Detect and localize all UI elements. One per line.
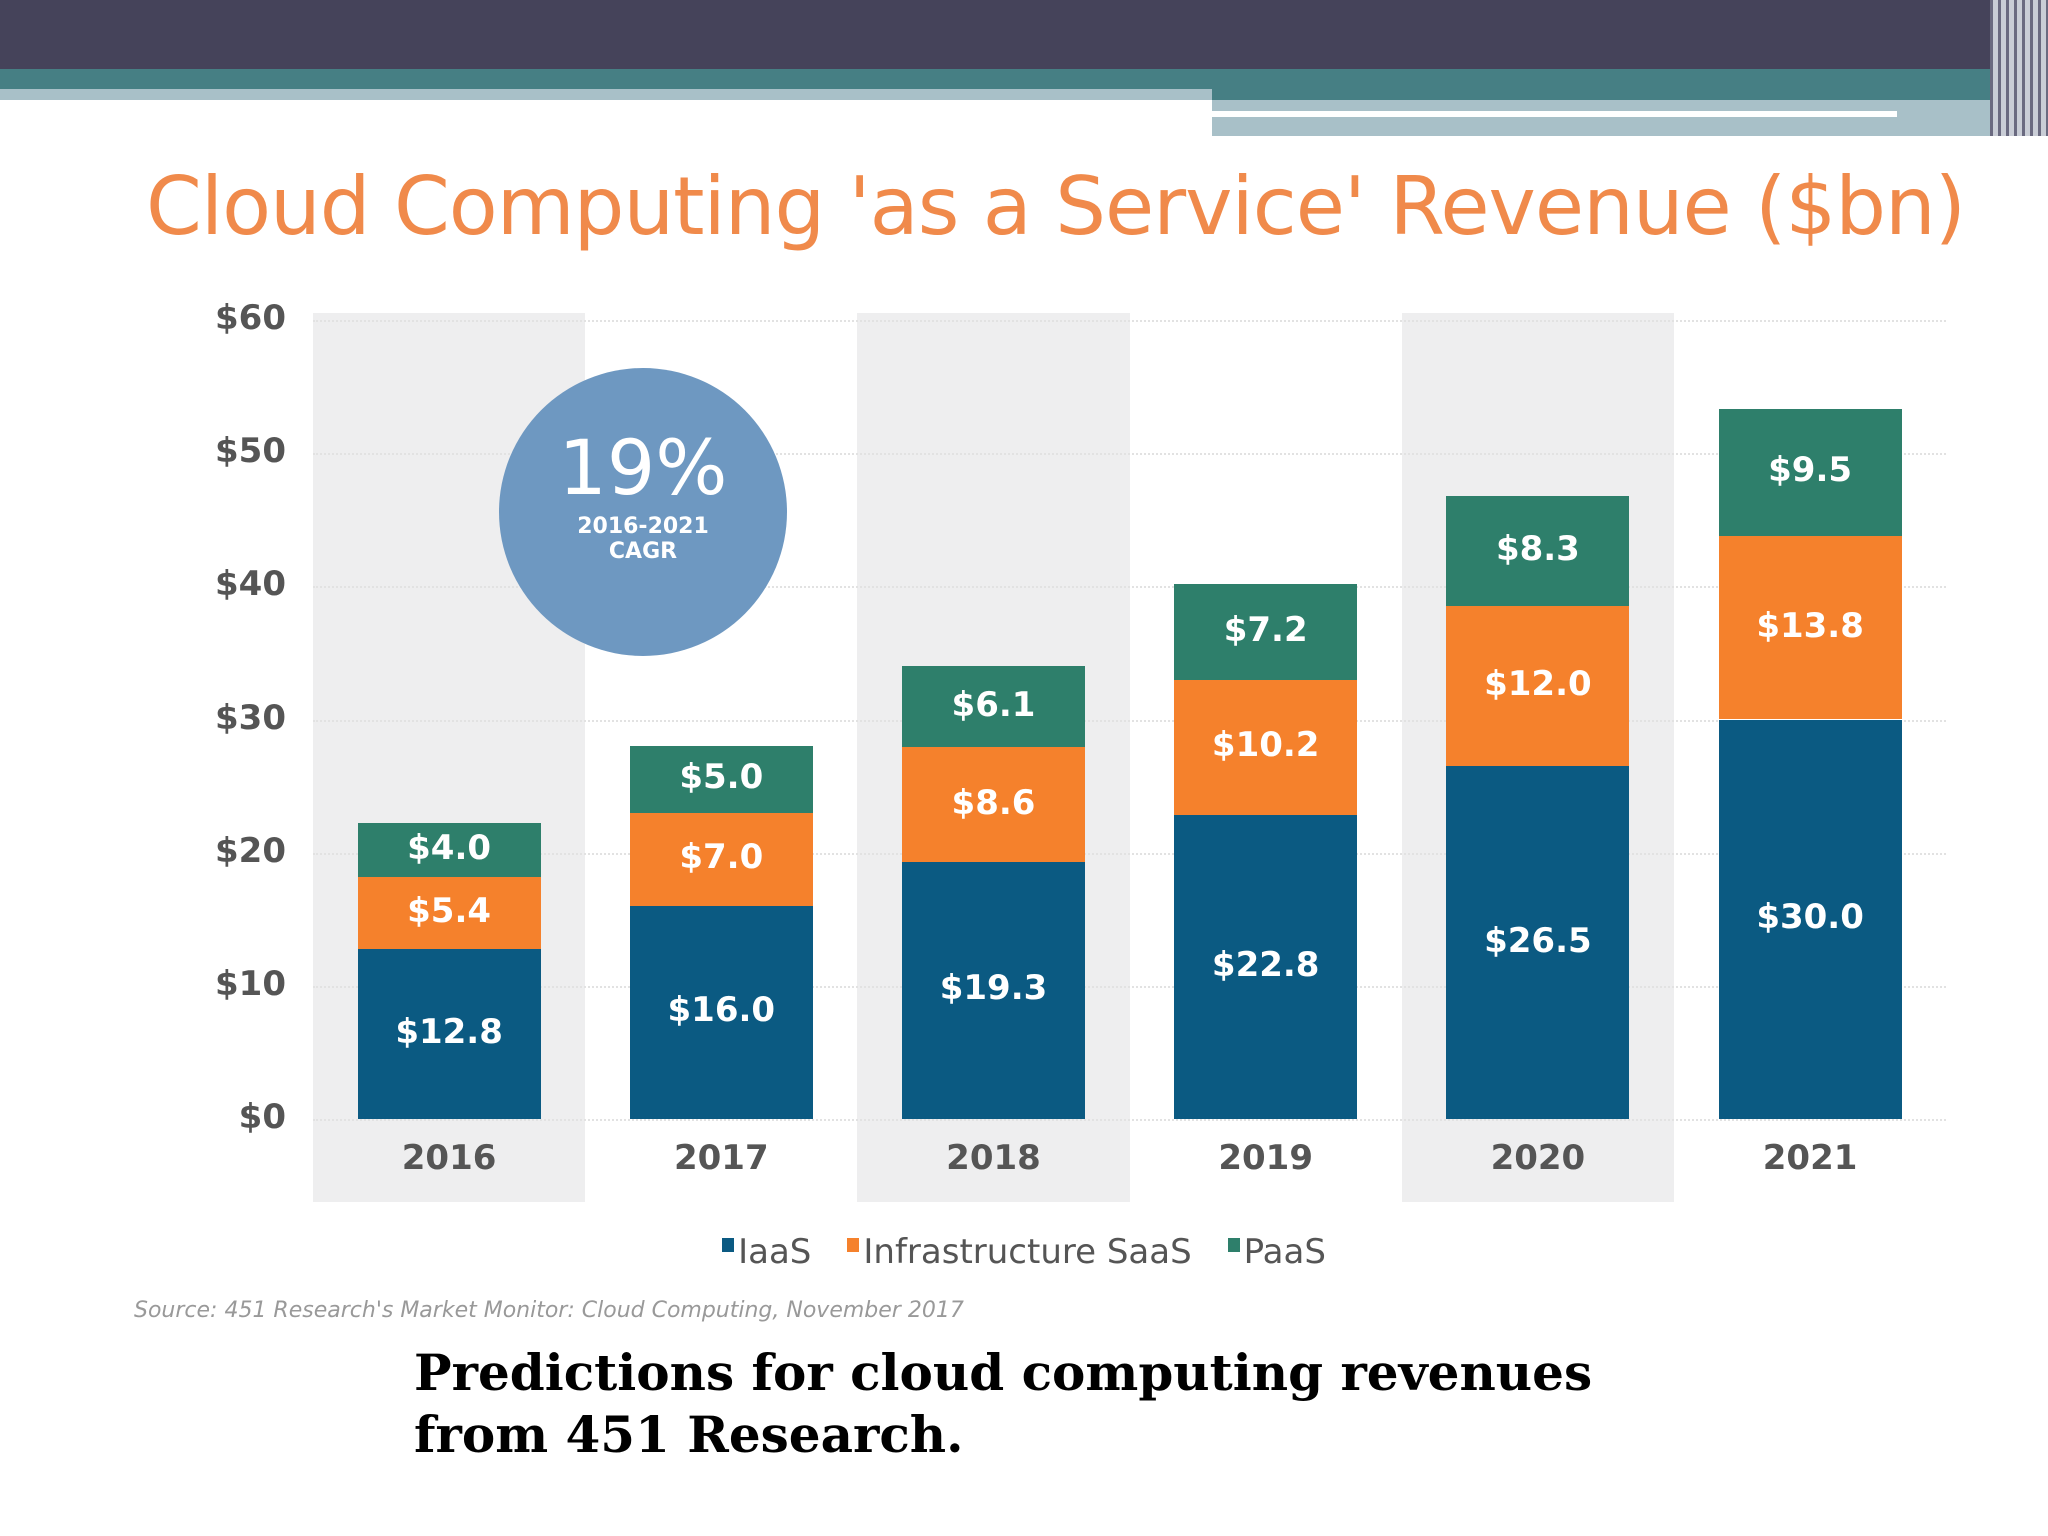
caption: Predictions for cloud computing revenues… xyxy=(414,1342,1592,1466)
gridline xyxy=(313,586,1946,589)
cagr-value: 19% xyxy=(558,423,728,512)
cagr-period: 2016-2021 xyxy=(577,514,709,539)
data-label: $13.8 xyxy=(1756,605,1864,646)
bar-segment-iaas xyxy=(902,861,1085,1119)
legend-label: IaaS xyxy=(738,1232,812,1272)
legend: IaaS Infrastructure SaaS PaaS xyxy=(0,1232,2048,1272)
bar-segment-infrastructure-saas xyxy=(902,747,1085,862)
data-label: $8.3 xyxy=(1495,529,1580,570)
bar-segment-iaas xyxy=(1446,766,1630,1119)
data-label: $5.4 xyxy=(407,890,492,931)
data-label: $8.6 xyxy=(951,782,1036,823)
y-tick-label: $60 xyxy=(215,298,286,338)
x-tick-label: 2020 xyxy=(1490,1138,1586,1178)
y-tick-label: $0 xyxy=(238,1097,286,1137)
bar-segment-paas xyxy=(1718,409,1902,536)
y-tick-label: $40 xyxy=(215,564,286,605)
bar-segment-iaas xyxy=(1174,815,1358,1119)
bar-segment-infrastructure-saas xyxy=(357,876,541,949)
data-label: $19.3 xyxy=(939,968,1048,1009)
gridline xyxy=(313,453,1946,456)
legend-swatch xyxy=(847,1238,860,1252)
legend-swatch xyxy=(1227,1238,1240,1252)
slide-header-right-edge xyxy=(1990,0,2048,136)
slide-header-white-line xyxy=(1212,111,1897,117)
x-tick-label: 2021 xyxy=(1762,1138,1858,1178)
gridline xyxy=(313,719,1946,722)
bar-segment-infrastructure-saas xyxy=(1718,535,1902,720)
gridline xyxy=(313,985,1946,988)
data-label: $30.0 xyxy=(1756,897,1864,938)
legend-label: PaaS xyxy=(1243,1232,1326,1272)
slide-header-light-stripe-right xyxy=(1212,100,2012,136)
y-tick-label: $30 xyxy=(215,697,286,738)
data-label: $12.8 xyxy=(395,1011,503,1052)
cagr-label: CAGR xyxy=(608,539,678,564)
gridline xyxy=(313,320,1946,322)
bar-segment-paas xyxy=(629,746,813,813)
gridline xyxy=(313,1119,1946,1121)
bar-segment-paas xyxy=(357,823,541,877)
y-tick-label: $20 xyxy=(215,830,286,871)
legend-label: Infrastructure SaaS xyxy=(863,1232,1192,1272)
gridline xyxy=(313,852,1946,855)
bar-segment-paas xyxy=(1174,583,1358,680)
data-label: $7.0 xyxy=(679,837,764,878)
data-label: $22.8 xyxy=(1211,945,1320,986)
y-tick-label: $10 xyxy=(215,963,286,1004)
source-note: Source: 451 Research's Market Monitor: C… xyxy=(134,1298,964,1323)
bar-segment-iaas xyxy=(357,948,541,1119)
bar-segment-iaas xyxy=(629,905,813,1119)
bar-segment-infrastructure-saas xyxy=(1446,606,1630,767)
data-label: $9.5 xyxy=(1768,450,1853,491)
legend-item: IaaS xyxy=(722,1232,811,1272)
x-tick-label: 2016 xyxy=(401,1138,497,1178)
chart-title: Cloud Computing 'as a Service' Revenue (… xyxy=(146,160,1966,253)
caption-line-2: from 451 Research. xyxy=(414,1405,964,1464)
data-label: $5.0 xyxy=(679,757,764,798)
legend-item: Infrastructure SaaS xyxy=(847,1232,1192,1272)
data-label: $16.0 xyxy=(667,990,776,1031)
data-label: $6.1 xyxy=(951,684,1036,725)
cagr-annotation: 19% 2016-2021 CAGR xyxy=(499,368,787,656)
slide-header-light-stripe xyxy=(0,89,1212,100)
x-tick-label: 2018 xyxy=(946,1138,1041,1178)
data-label: $26.5 xyxy=(1484,920,1592,961)
legend-swatch xyxy=(722,1238,735,1252)
bar-segment-iaas xyxy=(1718,719,1902,1119)
bar-segment-paas xyxy=(1446,495,1630,607)
bar-segment-paas xyxy=(902,666,1085,748)
x-tick-label: 2019 xyxy=(1218,1138,1313,1178)
caption-line-1: Predictions for cloud computing revenues xyxy=(414,1343,1593,1402)
legend-item: PaaS xyxy=(1227,1232,1326,1272)
slide-header-bar xyxy=(0,0,2048,69)
data-label: $10.2 xyxy=(1211,725,1320,766)
bar-segment-infrastructure-saas xyxy=(629,812,813,906)
data-label: $4.0 xyxy=(407,828,492,868)
x-tick-label: 2017 xyxy=(673,1138,769,1178)
data-label: $12.0 xyxy=(1484,664,1592,705)
y-tick-label: $50 xyxy=(215,431,286,472)
bar-segment-infrastructure-saas xyxy=(1174,679,1358,816)
data-label: $7.2 xyxy=(1223,609,1308,650)
